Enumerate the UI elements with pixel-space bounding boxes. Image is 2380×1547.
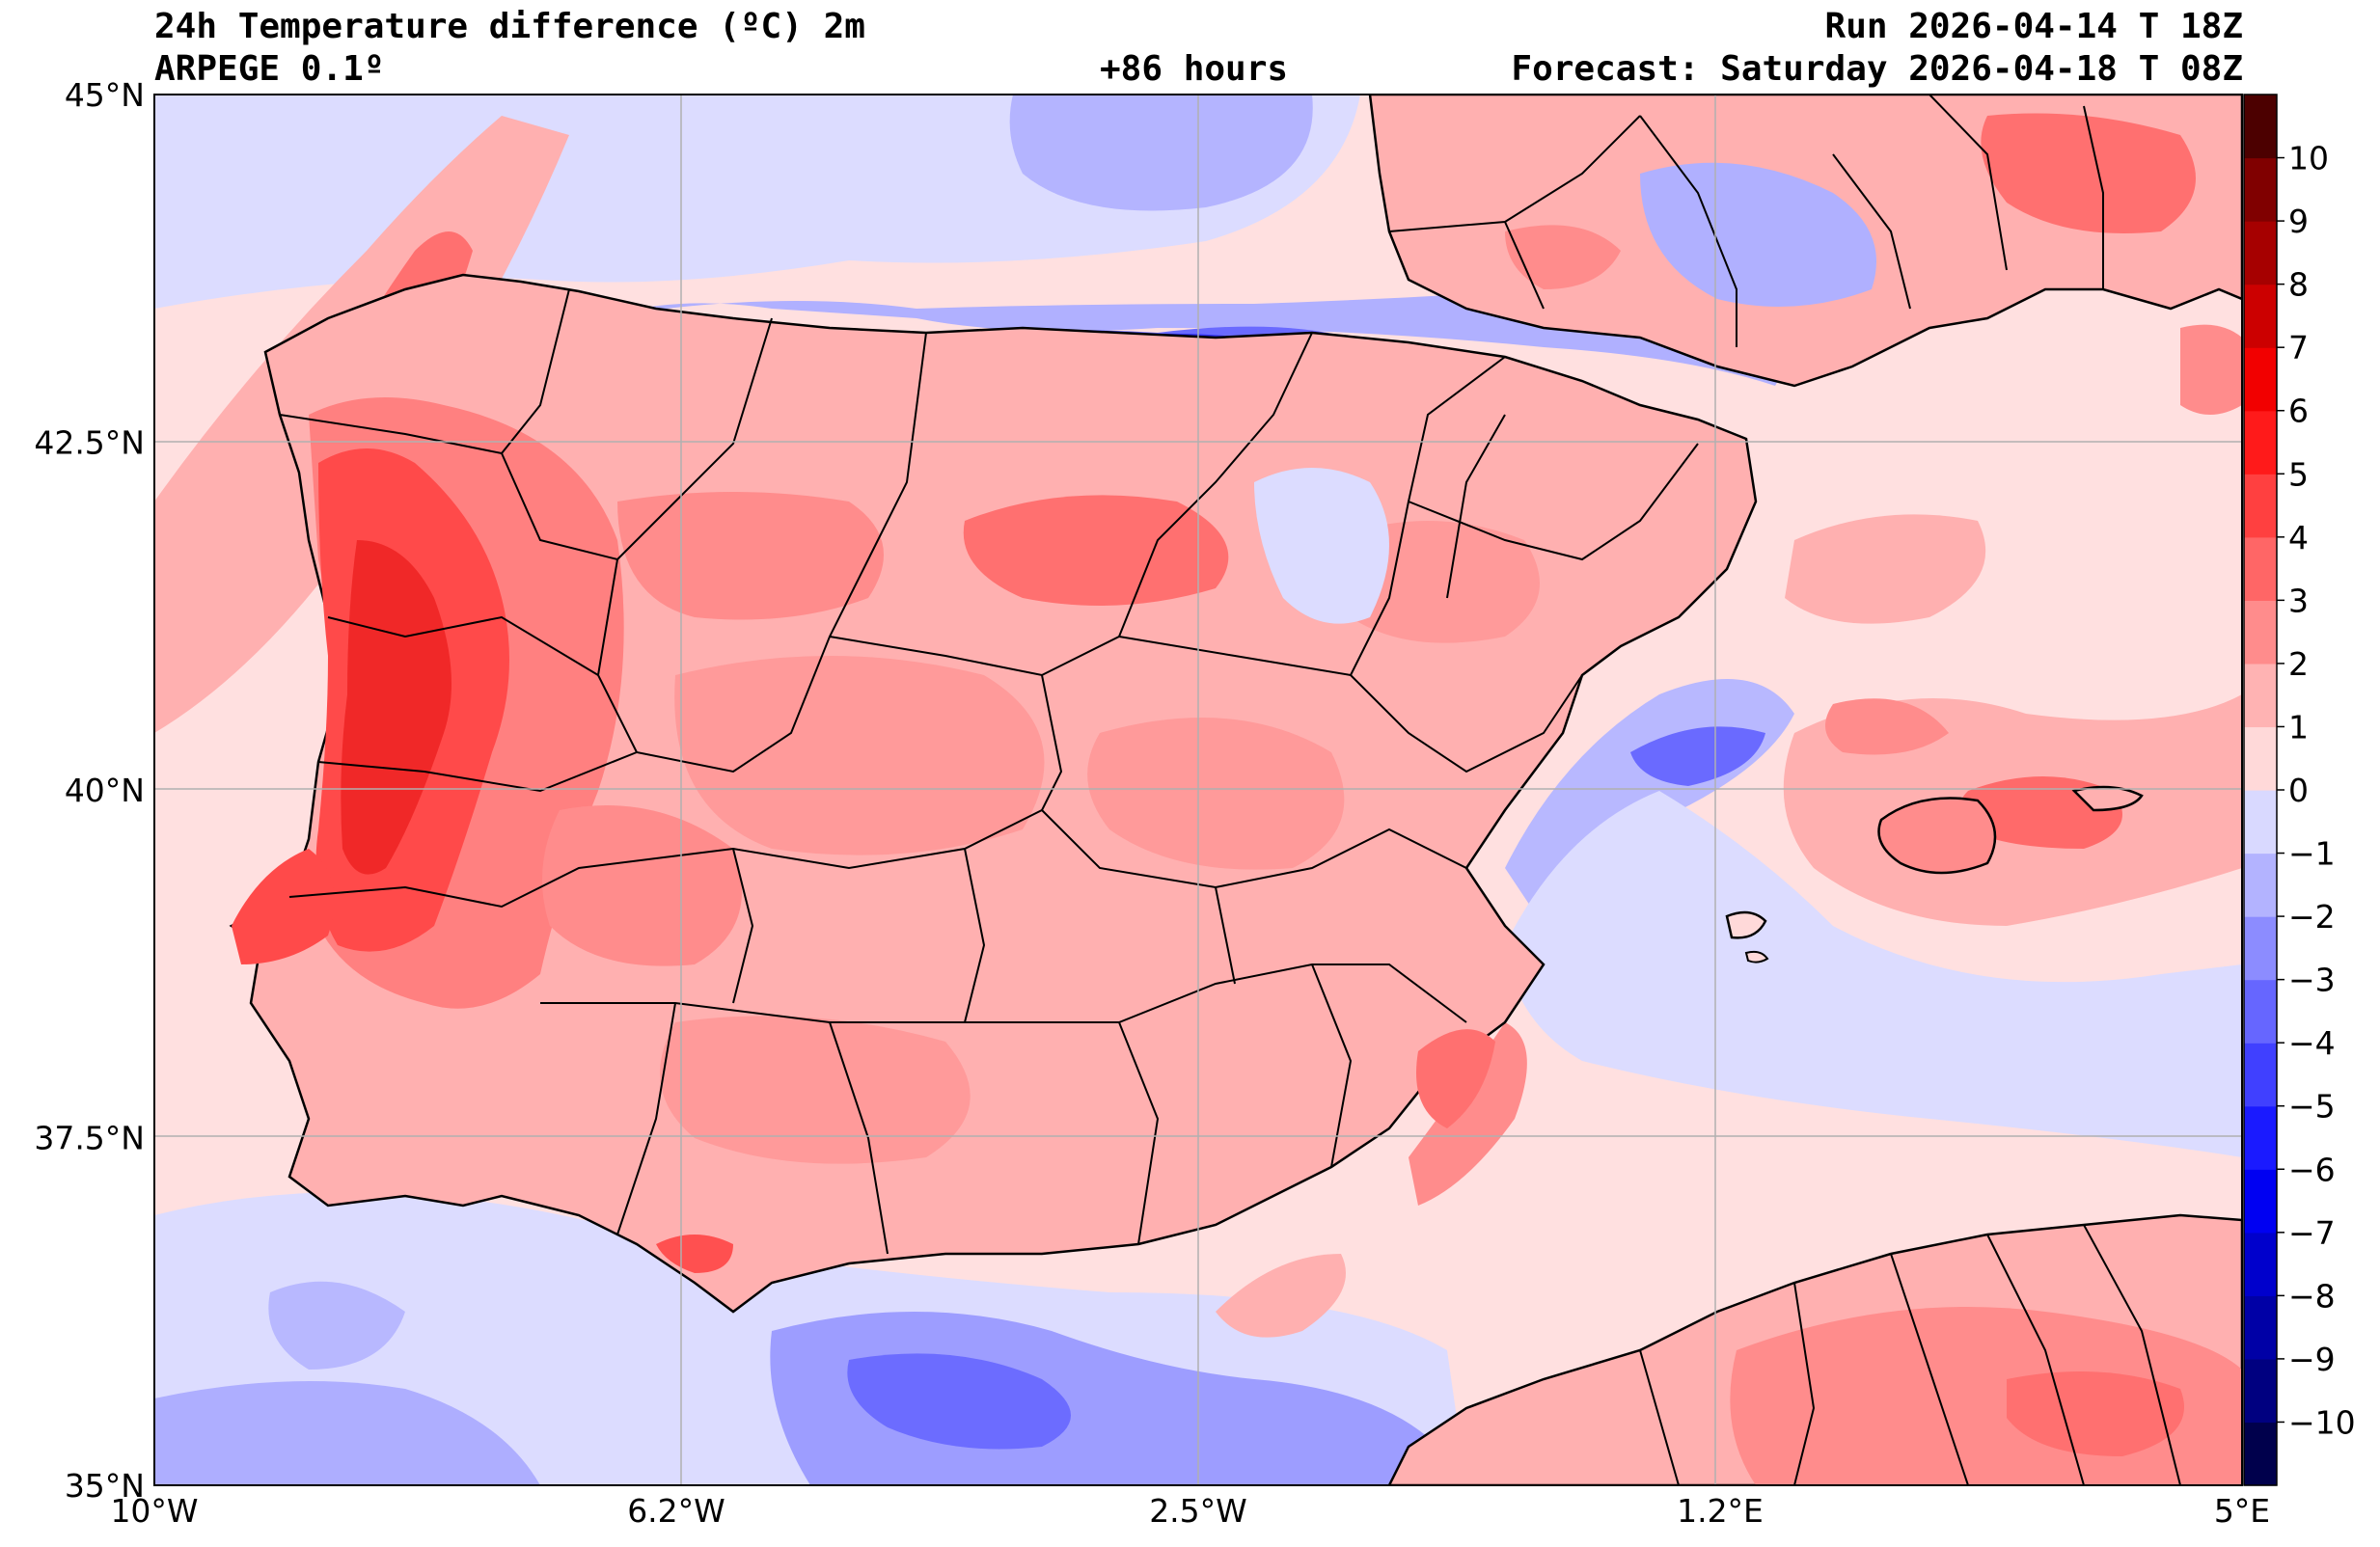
colorbar-swatch xyxy=(2244,726,2277,791)
colorbar-label: −6 xyxy=(2288,1151,2336,1188)
warm-area-portugal-peak xyxy=(341,540,451,875)
colorbar-swatch xyxy=(2244,536,2277,601)
colorbar-swatch xyxy=(2244,790,2277,855)
colorbar-label: 7 xyxy=(2288,329,2309,366)
lat-label: 45°N xyxy=(65,76,145,114)
warm-area-murcia-sea xyxy=(1409,1022,1527,1206)
colorbar-swatch xyxy=(2244,1169,2277,1234)
colorbar-label: 9 xyxy=(2288,203,2309,240)
colorbar-label: 1 xyxy=(2288,708,2309,746)
colorbar-swatch xyxy=(2244,284,2277,348)
colorbar-label: −7 xyxy=(2288,1214,2336,1252)
lat-label: 37.5°N xyxy=(34,1120,145,1157)
colorbar-swatch xyxy=(2244,1105,2277,1170)
cool-area-navarra xyxy=(1254,468,1389,624)
warm-area-la-mancha xyxy=(1087,718,1345,870)
colorbar-swatch xyxy=(2244,663,2277,728)
gridlines xyxy=(154,95,2242,1485)
colorbar-label: −2 xyxy=(2288,898,2336,936)
warm-area-castilla xyxy=(674,656,1045,855)
cool-area-alps xyxy=(1640,162,1876,307)
cool-area-mediterranean xyxy=(1505,791,2242,1157)
colorbar-swatch xyxy=(2244,1043,2277,1107)
warm-area-extremadura xyxy=(542,805,742,966)
cool-area-atlantic-south xyxy=(268,1281,405,1370)
menorca xyxy=(2071,785,2144,812)
colorbar-swatch xyxy=(2244,95,2277,159)
region-boundaries xyxy=(279,288,1699,1255)
colorbar-label: 8 xyxy=(2288,266,2309,304)
colorbar-swatch xyxy=(2244,1295,2277,1360)
lon-axis: 10°W 6.2°W 2.5°W 1.2°E 5°E xyxy=(110,1492,2270,1530)
colorbar-label: −4 xyxy=(2288,1024,2336,1062)
mallorca xyxy=(1877,797,1997,875)
cool-area-cantabrian xyxy=(598,229,1881,386)
colorbar-label: −5 xyxy=(2288,1088,2336,1126)
colorbar-label: 3 xyxy=(2288,582,2309,619)
lat-axis: 45°N 42.5°N 40°N 37.5°N 35°N xyxy=(34,76,145,1505)
warm-area-murcia xyxy=(1416,1029,1495,1128)
colorbar-label: −8 xyxy=(2288,1277,2336,1315)
warm-area-balearic-east xyxy=(1825,698,1949,755)
colorbar-label: 6 xyxy=(2288,393,2309,430)
map-title: 24h Temperature difference (ºC) 2m xyxy=(154,7,865,46)
warm-area-alboran-east xyxy=(1216,1254,1346,1338)
cool-area-morocco-core xyxy=(847,1353,1071,1450)
warm-area-france-south xyxy=(1505,225,1621,289)
map-field xyxy=(154,95,2242,1485)
colorbar-swatch xyxy=(2244,1358,2277,1424)
colorbar-swatch xyxy=(2244,1232,2277,1296)
warm-area-algeria-east xyxy=(2007,1371,2184,1456)
lon-label: 5°E xyxy=(2214,1492,2270,1530)
run-time: Run 2026-04-14 T 18Z xyxy=(1824,7,2243,46)
warm-area-gulf-lion xyxy=(1785,514,1986,624)
colorbar-swatch xyxy=(2244,347,2277,412)
map-frame xyxy=(153,94,2243,1486)
colorbar-swatch xyxy=(2244,221,2277,285)
france-boundaries xyxy=(1388,95,2104,347)
colorbar-swatch xyxy=(2244,474,2277,538)
warm-area-alps-east xyxy=(1981,113,2196,233)
lon-label: 6.2°W xyxy=(627,1492,725,1530)
colorbar-label: 10 xyxy=(2288,140,2329,177)
lat-label: 42.5°N xyxy=(34,424,145,462)
warm-area-duero xyxy=(617,492,884,620)
forecast-time: Forecast: Saturday 2026-04-18 T 08Z xyxy=(1511,49,2243,89)
lead-time: +86 hours xyxy=(1100,49,1289,89)
lat-label: 35°N xyxy=(65,1467,145,1505)
colorbar-swatch xyxy=(2244,1422,2277,1486)
warm-area-andalucia xyxy=(660,1016,971,1164)
colorbar-label: −3 xyxy=(2288,962,2336,999)
colorbar-label: −10 xyxy=(2288,1403,2356,1441)
warm-area-corsica xyxy=(2180,324,2242,415)
ibiza xyxy=(1725,910,1767,939)
colorbar-swatch xyxy=(2244,157,2277,222)
lon-label: 10°W xyxy=(110,1492,198,1530)
formentera xyxy=(1744,950,1769,963)
colorbar-label: 4 xyxy=(2288,519,2309,556)
africa-boundaries xyxy=(1639,1224,2181,1485)
cool-area-bay-biscay-strong xyxy=(1009,95,1313,211)
cool-area-valencia-core xyxy=(1630,726,1765,786)
lon-label: 2.5°W xyxy=(1149,1492,1247,1530)
warm-area-lisbon xyxy=(232,849,335,964)
warm-area-cadiz xyxy=(656,1235,733,1273)
lat-label: 40°N xyxy=(65,772,145,809)
cool-area-alboran-mid xyxy=(154,1381,540,1485)
colorbar-swatch xyxy=(2244,600,2277,665)
colorbar-label: −9 xyxy=(2288,1341,2336,1378)
colorbar-swatch xyxy=(2244,979,2277,1044)
warm-area-ebro xyxy=(963,495,1229,606)
colorbar-label: 5 xyxy=(2288,455,2309,493)
colorbar-swatch xyxy=(2244,853,2277,917)
colorbar-swatch xyxy=(2244,916,2277,981)
colorbar-swatch xyxy=(2244,410,2277,475)
colorbar-label: 2 xyxy=(2288,645,2309,683)
colorbar-label: 0 xyxy=(2288,772,2309,809)
model-name: ARPEGE 0.1º xyxy=(154,49,385,89)
lon-label: 1.2°E xyxy=(1677,1492,1764,1530)
colorbar-label: −1 xyxy=(2288,835,2336,873)
